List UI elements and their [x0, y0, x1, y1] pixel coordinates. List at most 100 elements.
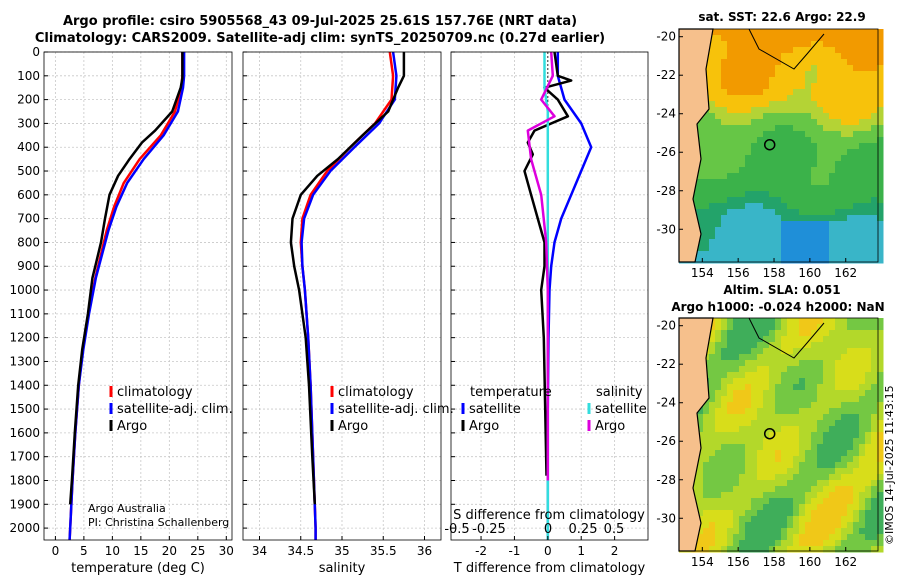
- sst-map-cell: [763, 149, 770, 156]
- sla-map-cell: [703, 444, 710, 451]
- sst-map-ytick-label: -22: [656, 68, 676, 82]
- sst-map-cell: [727, 125, 734, 132]
- sst-map-cell: [733, 197, 740, 204]
- sst-map-cell: [739, 77, 746, 84]
- sst-map-cell: [835, 53, 842, 60]
- sla-map-cell: [769, 348, 776, 355]
- sst-map-cell: [877, 53, 884, 60]
- sla-map-cell: [703, 420, 710, 427]
- sst-map-cell: [715, 179, 722, 186]
- sla-map-cell: [811, 426, 818, 433]
- sla-map-cell: [787, 396, 794, 403]
- sla-map-cell: [847, 450, 854, 457]
- sla-map-cell: [835, 336, 842, 343]
- sla-map-cell: [871, 480, 878, 487]
- sst-map-cell: [745, 119, 752, 126]
- sst-map-cell: [757, 239, 764, 246]
- sla-map-cell: [781, 540, 788, 547]
- sst-map-cell: [727, 155, 734, 162]
- sla-map-cell: [751, 378, 758, 385]
- sst-map-cell: [715, 71, 722, 78]
- sla-map-cell: [877, 498, 884, 505]
- sla-map-cell: [769, 540, 776, 547]
- sst-map-cell: [763, 191, 770, 198]
- sla-map-cell: [799, 396, 806, 403]
- temperature-profile-xtick-label: 15: [133, 544, 148, 558]
- sla-map-cell: [853, 342, 860, 349]
- sst-map-cell: [775, 137, 782, 144]
- sst-map-cell: [751, 95, 758, 102]
- sla-map-cell: [817, 438, 824, 445]
- sla-map-cell: [745, 378, 752, 385]
- sst-map-cell: [793, 191, 800, 198]
- sst-map-cell: [805, 245, 812, 252]
- sst-map-cell: [817, 41, 824, 48]
- sla-map-cell: [811, 540, 818, 547]
- sla-map-cell: [823, 378, 830, 385]
- sst-map-cell: [697, 179, 704, 186]
- sla-map-cell: [721, 534, 728, 541]
- sst-map-cell: [817, 209, 824, 216]
- sst-map-cell: [847, 95, 854, 102]
- sla-map-cell: [775, 522, 782, 529]
- sst-map-cell: [763, 83, 770, 90]
- sla-map-cell: [823, 408, 830, 415]
- sla-map-cell: [793, 360, 800, 367]
- sst-map-cell: [733, 203, 740, 210]
- sst-map-cell: [865, 257, 872, 264]
- sst-map-cell: [739, 239, 746, 246]
- sst-map-cell: [727, 35, 734, 42]
- sla-map-cell: [877, 336, 884, 343]
- sla-map-cell: [697, 540, 704, 547]
- sla-map-ytick-label: -20: [656, 319, 676, 333]
- sla-map-cell: [793, 336, 800, 343]
- sst-map-cell: [841, 239, 848, 246]
- sst-map-cell: [853, 197, 860, 204]
- sst-map-cell: [787, 65, 794, 72]
- sst-map-cell: [841, 137, 848, 144]
- sst-map-cell: [853, 137, 860, 144]
- sst-map-cell: [787, 191, 794, 198]
- sla-map-cell: [703, 498, 710, 505]
- sla-map-cell: [799, 516, 806, 523]
- sst-map-cell: [763, 161, 770, 168]
- sst-map-cell: [799, 179, 806, 186]
- sla-map-cell: [715, 324, 722, 331]
- sst-map-cell: [799, 65, 806, 72]
- sla-map-cell: [853, 408, 860, 415]
- sla-map-cell: [781, 498, 788, 505]
- sst-map-cell: [865, 251, 872, 258]
- sla-map-cell: [763, 342, 770, 349]
- sla-map-cell: [757, 528, 764, 535]
- sst-map-cell: [841, 35, 848, 42]
- sst-map-cell: [739, 173, 746, 180]
- sst-map-cell: [775, 161, 782, 168]
- sst-map-cell: [853, 191, 860, 198]
- sla-map-cell: [865, 450, 872, 457]
- sla-map-cell: [703, 432, 710, 439]
- sla-map-cell: [871, 456, 878, 463]
- sst-map-cell: [817, 239, 824, 246]
- sla-map-cell: [769, 438, 776, 445]
- sla-map-cell: [733, 348, 740, 355]
- sla-map-cell: [841, 450, 848, 457]
- sla-map-cell: [727, 498, 734, 505]
- sla-map-cell: [787, 456, 794, 463]
- sst-map-cell: [793, 89, 800, 96]
- sla-map-cell: [757, 432, 764, 439]
- sst-map-cell: [799, 221, 806, 228]
- sla-map-cell: [757, 480, 764, 487]
- sla-map-cell: [775, 480, 782, 487]
- sla-map-cell: [811, 360, 818, 367]
- sla-map-cell: [835, 546, 842, 553]
- sst-map-cell: [787, 59, 794, 66]
- sst-map-cell: [775, 89, 782, 96]
- sst-map-cell: [805, 215, 812, 222]
- sla-map-cell: [793, 528, 800, 535]
- sst-map-cell: [853, 119, 860, 126]
- sst-map-cell: [751, 41, 758, 48]
- sst-map-cell: [877, 161, 884, 168]
- sst-map-cell: [841, 71, 848, 78]
- sst-map-cell: [799, 161, 806, 168]
- sla-map-cell: [877, 444, 884, 451]
